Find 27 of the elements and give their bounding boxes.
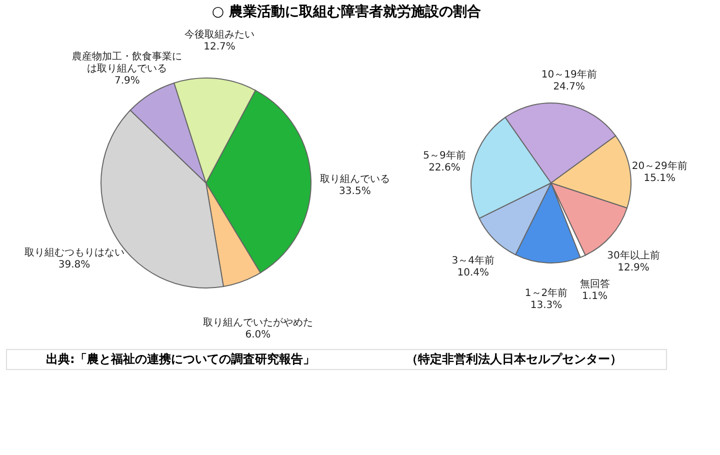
- slice-label: 取り組んでいる: [320, 174, 390, 185]
- slice-label: 1～2年前: [524, 286, 568, 299]
- source-note: 出典:「農と福祉の連携についての調査研究報告」: [46, 352, 315, 366]
- data-label: 7.9%: [114, 76, 140, 87]
- data-label: 15.1%: [644, 172, 676, 184]
- slice-label: 10～19年前: [541, 68, 597, 80]
- data-label: 6.0%: [245, 330, 271, 341]
- slice-label: 20～29年前: [632, 160, 688, 172]
- slice-label: 5～9年前: [423, 150, 466, 162]
- slice-label: 取り組むつもりはない: [24, 248, 124, 259]
- data-label: 13.3%: [530, 300, 562, 311]
- slice-label: 今後取組みたい: [184, 28, 254, 41]
- slice-label: 農産物加工・飲食事業には取り組んでいる: [72, 50, 182, 75]
- slice-label: 取り組んでいたがやめた: [202, 318, 313, 329]
- data-label: 10.4%: [457, 268, 490, 279]
- slice-label: 3～4年前: [452, 254, 494, 267]
- chart-title: ○ 農業活動に取組む障害者就労施設の割合: [212, 3, 481, 20]
- data-label: 24.7%: [553, 82, 585, 92]
- data-label: 39.8%: [58, 260, 90, 271]
- data-label: 33.5%: [339, 186, 371, 197]
- data-label: 22.6%: [428, 162, 460, 174]
- data-label: 12.9%: [618, 262, 650, 274]
- text: （特定非営利法人日本セルプセンター）: [406, 352, 622, 366]
- data-label: 1.1%: [582, 290, 608, 302]
- slice-label: 無回答: [580, 278, 610, 290]
- slice-label: 30年以上前: [607, 250, 660, 262]
- data-label: 12.7%: [204, 42, 236, 53]
